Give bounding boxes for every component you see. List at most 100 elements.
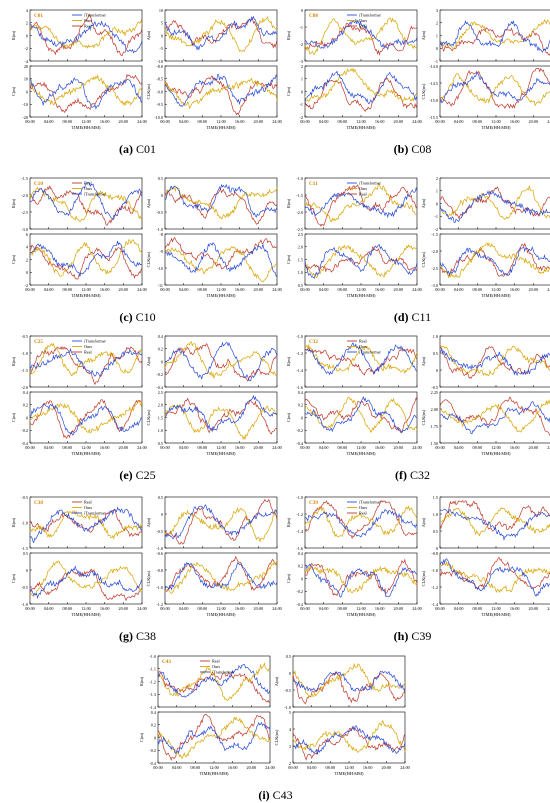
series-line-itransformer xyxy=(164,74,278,107)
x-tick-label: 04:00 xyxy=(319,119,329,124)
y-tick-label: -0.5 xyxy=(156,210,163,215)
panel-caption: (c) C10 xyxy=(0,310,275,325)
series-line-ours xyxy=(292,720,406,753)
legend-entry: iTransformer xyxy=(359,13,382,18)
x-tick-label: 00:00 xyxy=(288,765,298,770)
axes-frame xyxy=(304,65,418,118)
series-line-ours xyxy=(164,507,278,543)
y-tick-label: -3 xyxy=(300,59,304,64)
legend-entry: iTransformer xyxy=(359,350,382,355)
series-line-ours xyxy=(164,559,278,594)
x-tick-label: 24:00 xyxy=(400,765,410,770)
x-tick-label: 08:00 xyxy=(198,606,208,611)
y-axis-label: CLK(ns) xyxy=(146,570,151,586)
x-tick-label: 08:00 xyxy=(198,287,208,292)
y-tick-label: 2.0 xyxy=(158,403,163,408)
axes-frame xyxy=(292,711,406,764)
x-tick-label: 04:00 xyxy=(319,445,329,450)
series-line-ours xyxy=(439,73,550,107)
x-tick-label: 12:00 xyxy=(491,606,501,611)
axes-frame xyxy=(29,391,143,444)
x-tick-label: 12:00 xyxy=(356,287,366,292)
x-tick-label: 16:00 xyxy=(375,445,385,450)
y-tick-label: 5 xyxy=(289,710,291,715)
series-line-itransformer xyxy=(304,18,418,51)
x-tick-label: 16:00 xyxy=(235,445,245,450)
series-line-real xyxy=(304,397,418,434)
y-tick-label: 0 xyxy=(301,415,303,420)
series-line-real xyxy=(164,75,278,116)
series-line-itransformer xyxy=(164,15,278,51)
legend-entry: Real xyxy=(84,500,93,505)
y-tick-label: 0.4 xyxy=(151,710,157,715)
series-line-ours xyxy=(439,18,550,51)
y-tick-label: 4 xyxy=(26,8,29,13)
x-tick-label: 04:00 xyxy=(319,287,329,292)
x-tick-label: 08:00 xyxy=(198,119,208,124)
y-tick-label: -9.5 xyxy=(156,102,163,107)
x-tick-label: 24:00 xyxy=(137,606,147,611)
x-tick-label: 20:00 xyxy=(254,445,264,450)
y-tick-label: -0.2 xyxy=(149,748,156,753)
x-tick-label: 04:00 xyxy=(44,287,54,292)
series-line-real xyxy=(439,68,550,110)
x-tick-label: 00:00 xyxy=(153,765,163,770)
series-line-itransformer xyxy=(439,190,550,223)
y-tick-label: -1.0 xyxy=(21,351,28,356)
y-tick-label: 1.0 xyxy=(298,270,303,275)
x-axis-label: TIME(HH:MM) xyxy=(71,451,101,456)
x-tick-label: 08:00 xyxy=(63,445,73,450)
series-line-ours xyxy=(29,186,143,223)
x-tick-label: 24:00 xyxy=(412,119,422,124)
chart-panel-c25: -0.5 -1.0 -1.5 -2.0 R(m) C25 iTransformerOursR… xyxy=(11,334,282,456)
y-axis-label: R(m) xyxy=(11,30,16,40)
axes-frame xyxy=(439,177,550,230)
y-tick-label: 0 xyxy=(161,512,163,517)
series-line-ours xyxy=(304,183,418,223)
y-tick-label: -1.1 xyxy=(149,667,156,672)
y-tick-label: 0 xyxy=(436,46,438,51)
y-tick-label: -11 xyxy=(158,283,163,288)
series-line-itransformer xyxy=(157,664,271,698)
series-line-real xyxy=(164,17,278,49)
y-axis-label: C(m) xyxy=(139,732,144,742)
x-tick-label: 08:00 xyxy=(198,445,208,450)
y-axis-label: C(m) xyxy=(286,254,291,264)
y-tick-label: 1.5 xyxy=(158,415,163,420)
y-tick-label: -1.5 xyxy=(296,193,303,198)
axes-frame xyxy=(29,65,143,118)
y-axis-label: A(m) xyxy=(274,676,279,686)
x-tick-label: 16:00 xyxy=(235,287,245,292)
x-tick-label: 00:00 xyxy=(160,445,170,450)
x-tick-label: 24:00 xyxy=(412,445,422,450)
series-line-itransformer xyxy=(439,20,550,53)
y-tick-label: -0.4 xyxy=(296,441,304,446)
x-tick-label: 20:00 xyxy=(254,287,264,292)
x-tick-label: 24:00 xyxy=(547,119,550,124)
y-tick-label: -1.5 xyxy=(21,546,28,551)
x-tick-label: 12:00 xyxy=(491,119,501,124)
series-line-ours xyxy=(29,19,143,49)
series-line-itransformer xyxy=(304,396,418,434)
series-line-real xyxy=(29,73,143,114)
y-axis-label: CLK(ns) xyxy=(421,251,426,267)
series-line-ours xyxy=(304,565,418,594)
y-tick-label: -1.0 xyxy=(284,705,291,710)
y-tick-label: 0 xyxy=(301,89,303,94)
legend-entry: Ours xyxy=(359,505,368,510)
x-axis-label: TIME(HH:MM) xyxy=(481,293,511,298)
y-axis-label: CLK(ns) xyxy=(146,409,151,425)
panel-caption: (g) C38 xyxy=(0,629,275,644)
y-tick-label: -2 xyxy=(435,227,439,232)
x-tick-label: 04:00 xyxy=(307,765,317,770)
series-line-real xyxy=(29,13,143,56)
panel-caption: (d) C11 xyxy=(275,310,550,325)
series-line-real xyxy=(164,498,278,545)
x-tick-label: 16:00 xyxy=(510,287,520,292)
series-line-ours xyxy=(29,74,143,106)
series-line-itransformer xyxy=(439,401,550,435)
panel-tag: C10 xyxy=(34,181,43,187)
y-tick-label: -0.2 xyxy=(156,372,163,377)
y-tick-label: -1.0 xyxy=(156,585,163,590)
